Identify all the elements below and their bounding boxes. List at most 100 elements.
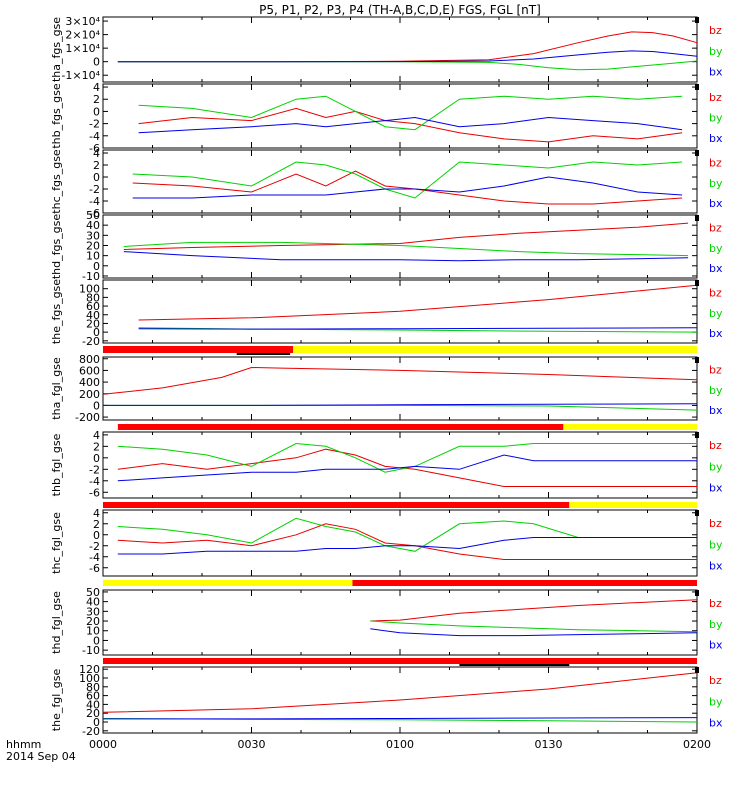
y-tick-label: 60 <box>86 300 100 313</box>
edge-marker <box>695 432 699 438</box>
mode-bar-segment <box>117 424 564 430</box>
y-tick-label: 50 <box>86 586 100 599</box>
edge-marker <box>695 280 699 286</box>
legend-label-bz: bz <box>709 517 722 530</box>
y-tick-label: 200 <box>79 388 100 401</box>
mode-bar-segment <box>293 346 697 353</box>
series-line-bz <box>117 523 697 560</box>
series-line-bx <box>138 116 683 134</box>
y-tick-label: -4 <box>89 195 100 208</box>
y-tick-label: -10 <box>82 270 100 283</box>
series-line-bx <box>117 537 697 555</box>
y-tick-label: 0 <box>93 399 100 412</box>
series-line-by <box>117 517 697 552</box>
y-tick-label: 4 <box>93 147 100 160</box>
panel-ylabel: thc_fgs_gse <box>50 149 63 214</box>
mode-bar-black-segment <box>236 353 291 355</box>
series-line-bx <box>132 176 683 199</box>
series-line-bz <box>370 599 698 622</box>
y-tick-label: 4 <box>93 507 100 520</box>
legend-label-bx: bx <box>709 197 723 210</box>
y-tick-label: 60 <box>86 690 100 703</box>
y-tick-label: 120 <box>79 663 100 676</box>
x-tick-label: 0000 <box>89 738 117 751</box>
y-tick-label: 2 <box>93 518 100 531</box>
series-line-bz <box>123 222 689 250</box>
panel-ylabel: the_fgs_gse <box>50 279 63 344</box>
legend-label-by: by <box>709 695 723 708</box>
y-tick-label: 0 <box>93 260 100 273</box>
y-tick-label: -6 <box>89 486 100 499</box>
edge-marker <box>695 667 699 673</box>
legend-label-bz: bz <box>709 287 722 300</box>
edge-marker <box>695 510 699 516</box>
panel-frame <box>102 214 698 279</box>
panel-frame <box>102 509 698 577</box>
y-tick-label: 40 <box>86 698 100 711</box>
edge-marker <box>695 215 699 221</box>
series-line-by <box>370 620 698 633</box>
legend-label-bz: bz <box>709 674 722 687</box>
series-line-bz <box>102 672 698 713</box>
x-tick-label: 0030 <box>238 738 266 751</box>
series-line-bz <box>132 170 683 205</box>
x-unit-label: hhmm <box>6 738 41 751</box>
x-tick-label: 0130 <box>535 738 563 751</box>
y-tick-label: 2 <box>93 440 100 453</box>
panel-frame <box>102 356 698 421</box>
y-tick-label: -2 <box>89 183 100 196</box>
legend-label-by: by <box>709 111 723 124</box>
panel-ylabel: tha_fgs_gse <box>50 17 63 82</box>
y-tick-label: 30 <box>86 605 100 618</box>
y-tick-label: 4 <box>93 81 100 94</box>
series-line-bx <box>123 251 689 262</box>
y-tick-label: -2 <box>89 463 100 476</box>
y-tick-label: -6 <box>89 142 100 155</box>
y-tick-label: 50 <box>86 209 100 222</box>
series-line-bx <box>103 717 698 720</box>
series-line-by <box>138 95 683 131</box>
y-tick-label: -10 <box>82 644 100 657</box>
legend-label-by: by <box>709 538 723 551</box>
y-tick-label: 0 <box>93 716 100 729</box>
mode-bar-segment <box>103 580 353 586</box>
panel-frame <box>102 149 698 214</box>
legend-label-bz: bz <box>709 24 722 37</box>
mode-bar-black-segment <box>459 664 570 666</box>
legend-label-bx: bx <box>709 716 723 729</box>
panel-ylabel: thb_fgs_gse <box>50 83 63 149</box>
y-tick-label: 0 <box>93 529 100 542</box>
y-tick-label: 0 <box>93 452 100 465</box>
y-tick-label: 0 <box>93 105 100 118</box>
series-line-bz <box>102 366 698 395</box>
mode-bar-segment <box>103 502 570 508</box>
series-line-bx <box>138 327 698 330</box>
edge-marker <box>695 357 699 363</box>
panel-ylabel: thd_fgl_gse <box>50 591 63 654</box>
y-tick-label: 100 <box>79 283 100 296</box>
y-tick-label: 3×10⁴ <box>65 15 100 28</box>
legend-label-bz: bz <box>709 597 722 610</box>
y-tick-label: 2 <box>93 159 100 172</box>
panel-frame <box>102 431 698 499</box>
legend-label-bz: bz <box>709 439 722 452</box>
edge-marker <box>695 17 699 23</box>
y-tick-label: 4 <box>93 429 100 442</box>
legend-label-bz: bz <box>709 157 722 170</box>
legend-label-by: by <box>709 307 723 320</box>
legend-label-bz: bz <box>709 364 722 377</box>
y-tick-label: 40 <box>86 219 100 232</box>
series-line-bz <box>117 448 697 487</box>
panel-ylabel: thd_fgs_gse <box>50 214 63 280</box>
series-line-by <box>103 404 698 411</box>
legend-label-bx: bx <box>709 66 723 79</box>
y-tick-label: 80 <box>86 681 100 694</box>
legend-label-bz: bz <box>709 222 722 235</box>
y-tick-label: 0 <box>93 634 100 647</box>
x-tick-label: 0200 <box>683 738 711 751</box>
panel-ylabel: thc_fgl_gse <box>50 512 63 574</box>
chart-title: P5, P1, P2, P3, P4 (TH-A,B,C,D,E) FGS, F… <box>259 3 541 17</box>
series-line-bz <box>138 284 698 321</box>
